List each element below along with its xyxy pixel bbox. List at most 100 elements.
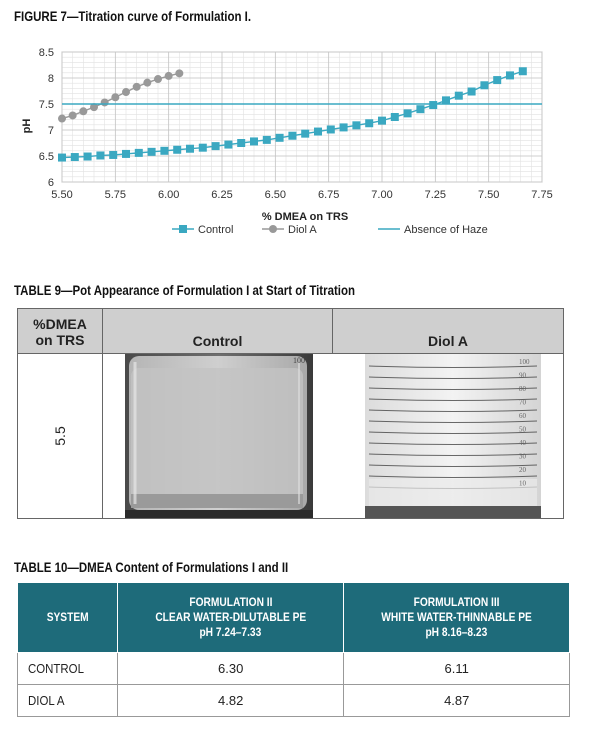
- table10-header-formulation2: FORMULATION II CLEAR WATER-DILUTABLE PE …: [116, 582, 345, 653]
- beaker-mark: 90: [519, 372, 527, 380]
- data-point-control: [493, 76, 502, 85]
- data-point-control: [147, 147, 156, 156]
- data-point-control: [416, 105, 425, 114]
- beaker-reflection: [368, 376, 538, 379]
- series-layer: [58, 67, 542, 162]
- table-row: DIOL A 4.82 4.87: [17, 684, 570, 717]
- x-axis-label: % DMEA on TRS: [262, 211, 348, 223]
- data-point-control: [378, 116, 386, 125]
- f2-header-line1: FORMULATION II: [189, 595, 273, 609]
- table9-title: TABLE 9—Pot Appearance of Formulation I …: [14, 282, 356, 298]
- data-point-control: [326, 125, 335, 134]
- data-point-diol: [175, 69, 184, 78]
- data-point-diol: [122, 88, 130, 97]
- data-point-control: [403, 109, 412, 118]
- beaker-mark: 40: [519, 439, 527, 447]
- legend-label: Diol A: [288, 224, 317, 236]
- x-tick-label: 6.50: [265, 189, 286, 201]
- data-point-diol: [58, 114, 66, 123]
- beaker-mark: 20: [519, 466, 527, 474]
- beaker-mark: 80: [519, 385, 527, 393]
- data-point-control: [339, 123, 348, 132]
- f3-header-line1: FORMULATION III: [413, 595, 500, 609]
- data-point-diol: [111, 93, 120, 102]
- y-tick-labels: 6 6.5 7 7.5 8 8.5: [39, 47, 54, 189]
- beaker-reflection: [368, 387, 538, 390]
- legend-label: Control: [198, 224, 233, 236]
- data-point-control: [109, 150, 118, 159]
- x-tick-label: 7.00: [371, 189, 392, 201]
- plot-frame: [61, 51, 543, 183]
- f2-header-line3: pH 7.24–7.33: [199, 625, 262, 639]
- data-point-control: [134, 148, 143, 157]
- data-point-control: [70, 153, 79, 162]
- beaker-reflection: [368, 365, 538, 368]
- control-beaker-photo: 100: [103, 354, 333, 518]
- table10: SYSTEM FORMULATION II CLEAR WATER-DILUTA…: [17, 582, 570, 717]
- data-point-diol: [68, 111, 77, 120]
- x-tick-label: 6.25: [211, 189, 232, 201]
- data-point-control: [160, 146, 169, 155]
- beaker-reflection: [368, 398, 538, 401]
- data-point-control: [83, 152, 92, 161]
- figure-title: FIGURE 7—Titration curve of Formulation …: [14, 8, 252, 24]
- x-tick-label: 6.00: [158, 189, 179, 201]
- beaker-reflection: [368, 431, 538, 434]
- row-system-diol: DIOL A: [17, 684, 118, 717]
- x-tick-labels: 5.50 5.75 6.00 6.25 6.50 6.75 7.00 7.25 7.50 7.75: [51, 189, 552, 201]
- data-point-control: [442, 96, 450, 105]
- beaker-mark: 10: [519, 480, 527, 488]
- data-point-control: [454, 91, 463, 100]
- table9: %DMEA on TRS Control Diol A 5.5: [17, 308, 564, 519]
- data-point-control: [506, 71, 514, 80]
- table10-title: TABLE 10—DMEA Content of Formulations I …: [14, 559, 289, 575]
- data-point-diol: [132, 82, 141, 91]
- beaker-reflection: [368, 409, 538, 412]
- data-point-diol: [164, 71, 173, 80]
- beaker-reflection: [368, 442, 538, 445]
- data-point-control: [301, 129, 310, 138]
- legend-label: Absence of Haze: [404, 224, 488, 236]
- beaker-reflection: [368, 453, 538, 456]
- x-tick-label: 5.50: [51, 189, 72, 201]
- x-tick-label: 5.75: [105, 189, 126, 201]
- data-point-control: [518, 67, 527, 76]
- y-tick-label: 8.5: [39, 47, 54, 59]
- y-tick-label: 6.5: [39, 151, 54, 163]
- data-point-control: [186, 144, 194, 153]
- data-point-diol: [154, 75, 162, 84]
- table9-header-dmea: %DMEA on TRS: [18, 309, 103, 354]
- data-point-control: [275, 133, 284, 142]
- beaker-reflection: [368, 464, 538, 467]
- data-point-control: [429, 101, 438, 110]
- y-tick-label: 7: [48, 125, 54, 137]
- data-point-control: [480, 81, 489, 90]
- table9-header-dmea-line1: %DMEA: [33, 316, 87, 332]
- data-point-diol: [143, 78, 152, 87]
- data-point-control: [58, 153, 66, 162]
- beaker-mark: 60: [519, 412, 527, 420]
- y-axis-label: pH: [21, 119, 33, 134]
- data-point-diol: [100, 98, 109, 107]
- data-point-control: [390, 113, 399, 121]
- y-tick-label: 8: [48, 73, 54, 85]
- table9-row-label: 5.5: [18, 354, 103, 518]
- row-system-control: CONTROL: [17, 652, 118, 685]
- x-tick-label: 7.25: [425, 189, 446, 201]
- beaker-mark: 70: [519, 399, 527, 407]
- data-point-control: [96, 151, 105, 160]
- plot-area: [61, 51, 543, 183]
- table10-header-formulation3: FORMULATION III WHITE WATER-THINNABLE PE…: [343, 582, 570, 653]
- table9-header-dmea-line2: on TRS: [35, 332, 85, 348]
- f3-header-line2: WHITE WATER-THINNABLE PE: [381, 610, 532, 624]
- table10-header-system: SYSTEM: [17, 582, 118, 653]
- beaker-mark: 30: [519, 453, 527, 461]
- beaker-reflection: [368, 420, 538, 423]
- x-tick-label: 7.75: [531, 189, 552, 201]
- data-point-control: [365, 119, 374, 128]
- row-control-f3: 6.11: [343, 652, 570, 685]
- data-point-control: [288, 131, 297, 140]
- data-point-diol: [79, 107, 88, 116]
- row-control-f2: 6.30: [116, 652, 345, 685]
- control-beaker-mark: 100: [293, 356, 305, 365]
